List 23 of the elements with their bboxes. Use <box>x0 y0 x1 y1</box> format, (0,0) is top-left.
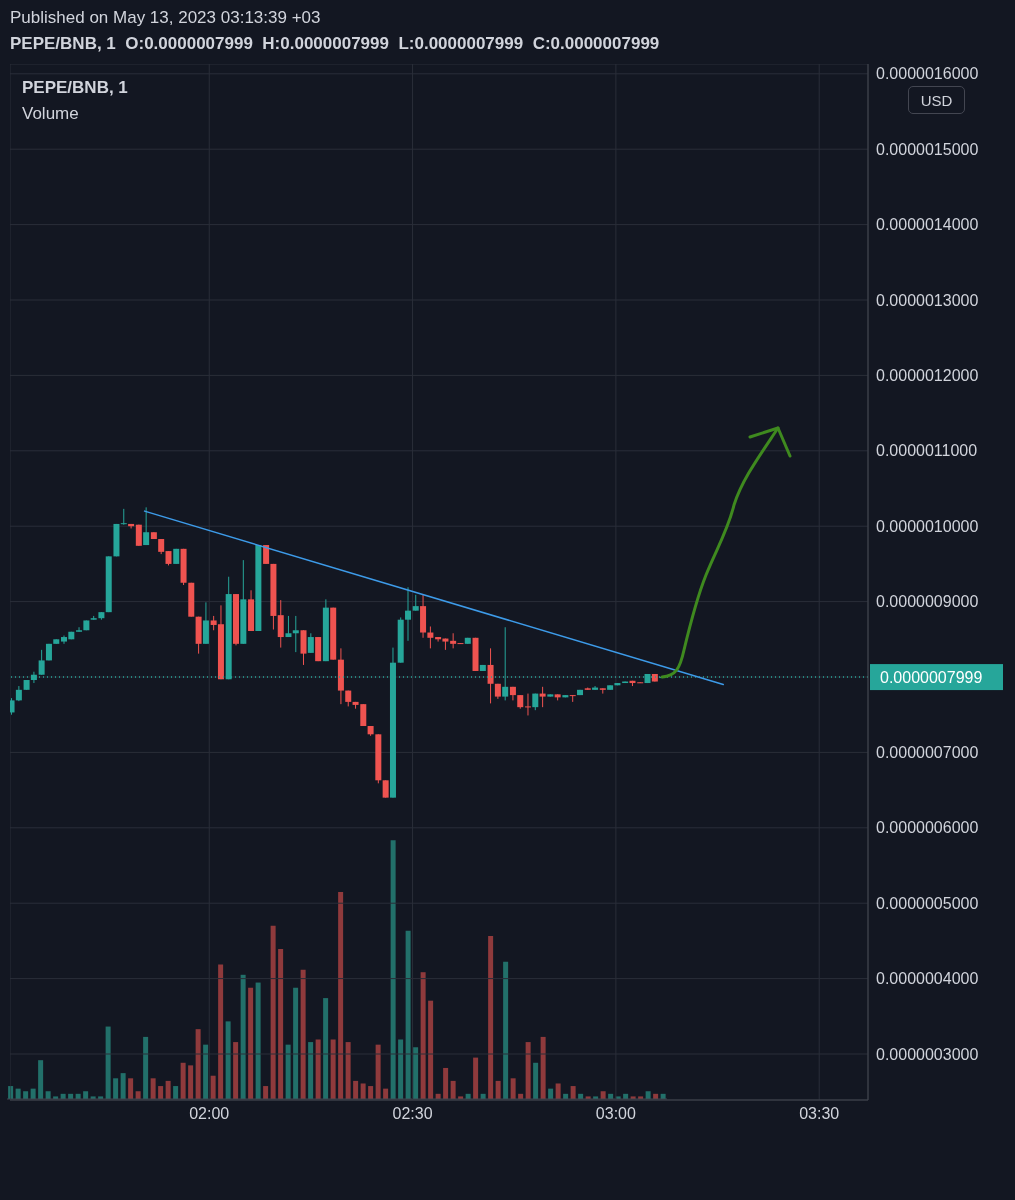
y-tick-label: 0.0000005000 <box>876 894 979 912</box>
y-tick-label: 0.0000016000 <box>876 65 979 83</box>
x-tick-label: 02:30 <box>392 1105 433 1123</box>
y-tick-label: 0.0000004000 <box>876 970 979 988</box>
x-tick-label: 03:30 <box>799 1105 840 1123</box>
y-tick-label: 0.0000007000 <box>876 744 979 762</box>
y-tick-label: 0.0000003000 <box>876 1045 979 1063</box>
text: PEPE/BNB, 1 <box>22 78 128 98</box>
y-tick-label: 0.0000009000 <box>876 593 979 611</box>
y-tick-label: 0.0000006000 <box>876 819 979 837</box>
y-tick-label: 0.0000015000 <box>876 140 979 158</box>
x-tick-label: 03:00 <box>595 1105 636 1123</box>
y-tick-label: 0.0000012000 <box>876 367 979 385</box>
y-tick-label: 0.0000014000 <box>876 216 979 234</box>
chart-subtitle: PEPE/BNB, 1 O:0.0000007999 H:0.0000007999 L:0.0000007999 C:0.0000007999 <box>10 34 660 54</box>
y-tick-label: 0.0000011000 <box>876 442 978 460</box>
chart-title: Volume <box>22 104 79 124</box>
ref-line-label: 0.0000007999 <box>880 669 983 687</box>
y-tick-label: 0.0000010000 <box>876 517 979 535</box>
x-tick-label: 02:00 <box>189 1105 230 1123</box>
text: Published on May 13, 2023 03:13:39 +03 <box>10 8 321 28</box>
text: USD <box>908 86 965 114</box>
y-tick-label: 0.0000013000 <box>876 291 979 309</box>
